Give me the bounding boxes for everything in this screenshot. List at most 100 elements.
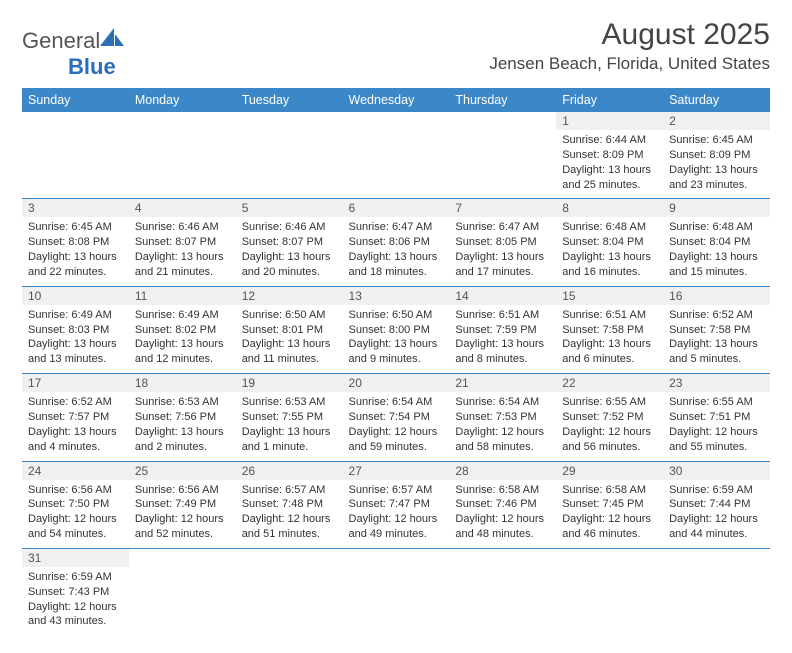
- daylight-text-2: and 51 minutes.: [242, 527, 337, 542]
- day-cell: 30Sunrise: 6:59 AMSunset: 7:44 PMDayligh…: [663, 461, 770, 548]
- day-cell: 27Sunrise: 6:57 AMSunset: 7:47 PMDayligh…: [343, 461, 450, 548]
- day-number: 26: [236, 462, 343, 480]
- day-cell: 25Sunrise: 6:56 AMSunset: 7:49 PMDayligh…: [129, 461, 236, 548]
- daylight-text-2: and 22 minutes.: [28, 265, 123, 280]
- sunrise-text: Sunrise: 6:44 AM: [562, 133, 657, 148]
- day-cell: 14Sunrise: 6:51 AMSunset: 7:59 PMDayligh…: [449, 286, 556, 373]
- daylight-text-1: Daylight: 13 hours: [28, 425, 123, 440]
- week-row: 31Sunrise: 6:59 AMSunset: 7:43 PMDayligh…: [22, 548, 770, 635]
- daylight-text-2: and 15 minutes.: [669, 265, 764, 280]
- daylight-text-1: Daylight: 13 hours: [242, 337, 337, 352]
- day-cell: 26Sunrise: 6:57 AMSunset: 7:48 PMDayligh…: [236, 461, 343, 548]
- day-data: Sunrise: 6:49 AMSunset: 8:02 PMDaylight:…: [129, 305, 236, 373]
- daylight-text-1: Daylight: 13 hours: [669, 163, 764, 178]
- calendar-body: 1Sunrise: 6:44 AMSunset: 8:09 PMDaylight…: [22, 112, 770, 635]
- sunset-text: Sunset: 8:04 PM: [562, 235, 657, 250]
- empty-cell: [236, 112, 343, 199]
- daylight-text-2: and 59 minutes.: [349, 440, 444, 455]
- daylight-text-1: Daylight: 13 hours: [562, 337, 657, 352]
- daylight-text-1: Daylight: 12 hours: [669, 425, 764, 440]
- daylight-text-1: Daylight: 12 hours: [135, 512, 230, 527]
- dow-tue: Tuesday: [236, 88, 343, 112]
- daylight-text-2: and 46 minutes.: [562, 527, 657, 542]
- daylight-text-2: and 2 minutes.: [135, 440, 230, 455]
- sunrise-text: Sunrise: 6:55 AM: [562, 395, 657, 410]
- sunrise-text: Sunrise: 6:55 AM: [669, 395, 764, 410]
- daylight-text-2: and 16 minutes.: [562, 265, 657, 280]
- sunrise-text: Sunrise: 6:49 AM: [28, 308, 123, 323]
- daylight-text-2: and 44 minutes.: [669, 527, 764, 542]
- daylight-text-1: Daylight: 12 hours: [562, 425, 657, 440]
- daylight-text-1: Daylight: 13 hours: [28, 337, 123, 352]
- daylight-text-2: and 6 minutes.: [562, 352, 657, 367]
- day-data: Sunrise: 6:46 AMSunset: 8:07 PMDaylight:…: [236, 217, 343, 285]
- sunrise-text: Sunrise: 6:48 AM: [562, 220, 657, 235]
- empty-cell: [236, 548, 343, 635]
- day-data: Sunrise: 6:58 AMSunset: 7:46 PMDaylight:…: [449, 480, 556, 548]
- sunrise-text: Sunrise: 6:48 AM: [669, 220, 764, 235]
- daylight-text-1: Daylight: 13 hours: [349, 337, 444, 352]
- day-cell: 24Sunrise: 6:56 AMSunset: 7:50 PMDayligh…: [22, 461, 129, 548]
- daylight-text-1: Daylight: 13 hours: [135, 337, 230, 352]
- daylight-text-1: Daylight: 13 hours: [242, 425, 337, 440]
- week-row: 1Sunrise: 6:44 AMSunset: 8:09 PMDaylight…: [22, 112, 770, 199]
- daylight-text-1: Daylight: 13 hours: [562, 250, 657, 265]
- brand-name-a: General: [22, 28, 100, 53]
- sunset-text: Sunset: 7:58 PM: [669, 323, 764, 338]
- day-cell: 15Sunrise: 6:51 AMSunset: 7:58 PMDayligh…: [556, 286, 663, 373]
- daylight-text-2: and 5 minutes.: [669, 352, 764, 367]
- sunrise-text: Sunrise: 6:53 AM: [242, 395, 337, 410]
- daylight-text-2: and 56 minutes.: [562, 440, 657, 455]
- sunset-text: Sunset: 7:54 PM: [349, 410, 444, 425]
- day-data: Sunrise: 6:45 AMSunset: 8:09 PMDaylight:…: [663, 130, 770, 198]
- daylight-text-1: Daylight: 13 hours: [455, 337, 550, 352]
- sunrise-text: Sunrise: 6:58 AM: [455, 483, 550, 498]
- day-number: 12: [236, 287, 343, 305]
- day-cell: 8Sunrise: 6:48 AMSunset: 8:04 PMDaylight…: [556, 199, 663, 286]
- daylight-text-1: Daylight: 13 hours: [28, 250, 123, 265]
- empty-cell: [449, 112, 556, 199]
- sunset-text: Sunset: 7:55 PM: [242, 410, 337, 425]
- day-number: 13: [343, 287, 450, 305]
- daylight-text-2: and 1 minute.: [242, 440, 337, 455]
- daylight-text-2: and 8 minutes.: [455, 352, 550, 367]
- day-number: 4: [129, 199, 236, 217]
- sunrise-text: Sunrise: 6:51 AM: [455, 308, 550, 323]
- sunrise-text: Sunrise: 6:53 AM: [135, 395, 230, 410]
- day-cell: 2Sunrise: 6:45 AMSunset: 8:09 PMDaylight…: [663, 112, 770, 199]
- day-cell: 31Sunrise: 6:59 AMSunset: 7:43 PMDayligh…: [22, 548, 129, 635]
- day-data: Sunrise: 6:54 AMSunset: 7:53 PMDaylight:…: [449, 392, 556, 460]
- daylight-text-1: Daylight: 12 hours: [455, 512, 550, 527]
- daylight-text-1: Daylight: 12 hours: [349, 512, 444, 527]
- day-data: Sunrise: 6:59 AMSunset: 7:44 PMDaylight:…: [663, 480, 770, 548]
- sunrise-text: Sunrise: 6:57 AM: [242, 483, 337, 498]
- daylight-text-1: Daylight: 12 hours: [669, 512, 764, 527]
- day-data: Sunrise: 6:56 AMSunset: 7:49 PMDaylight:…: [129, 480, 236, 548]
- sunrise-text: Sunrise: 6:56 AM: [135, 483, 230, 498]
- brand-logo: GeneralBlue: [22, 28, 126, 80]
- sunrise-text: Sunrise: 6:45 AM: [28, 220, 123, 235]
- day-data: Sunrise: 6:50 AMSunset: 8:00 PMDaylight:…: [343, 305, 450, 373]
- day-number: 14: [449, 287, 556, 305]
- day-number: 19: [236, 374, 343, 392]
- day-data: Sunrise: 6:45 AMSunset: 8:08 PMDaylight:…: [22, 217, 129, 285]
- daylight-text-1: Daylight: 13 hours: [562, 163, 657, 178]
- sunset-text: Sunset: 8:07 PM: [242, 235, 337, 250]
- sunrise-text: Sunrise: 6:59 AM: [669, 483, 764, 498]
- sunset-text: Sunset: 7:56 PM: [135, 410, 230, 425]
- brand-name: GeneralBlue: [22, 28, 126, 80]
- dow-sun: Sunday: [22, 88, 129, 112]
- day-number: 7: [449, 199, 556, 217]
- day-data: Sunrise: 6:55 AMSunset: 7:51 PMDaylight:…: [663, 392, 770, 460]
- daylight-text-2: and 20 minutes.: [242, 265, 337, 280]
- daylight-text-1: Daylight: 13 hours: [455, 250, 550, 265]
- week-row: 17Sunrise: 6:52 AMSunset: 7:57 PMDayligh…: [22, 374, 770, 461]
- daylight-text-2: and 43 minutes.: [28, 614, 123, 629]
- header: GeneralBlue August 2025 Jensen Beach, Fl…: [22, 18, 770, 80]
- day-cell: 21Sunrise: 6:54 AMSunset: 7:53 PMDayligh…: [449, 374, 556, 461]
- day-data: Sunrise: 6:57 AMSunset: 7:47 PMDaylight:…: [343, 480, 450, 548]
- day-cell: 9Sunrise: 6:48 AMSunset: 8:04 PMDaylight…: [663, 199, 770, 286]
- sunset-text: Sunset: 7:53 PM: [455, 410, 550, 425]
- day-number: 1: [556, 112, 663, 130]
- daylight-text-2: and 12 minutes.: [135, 352, 230, 367]
